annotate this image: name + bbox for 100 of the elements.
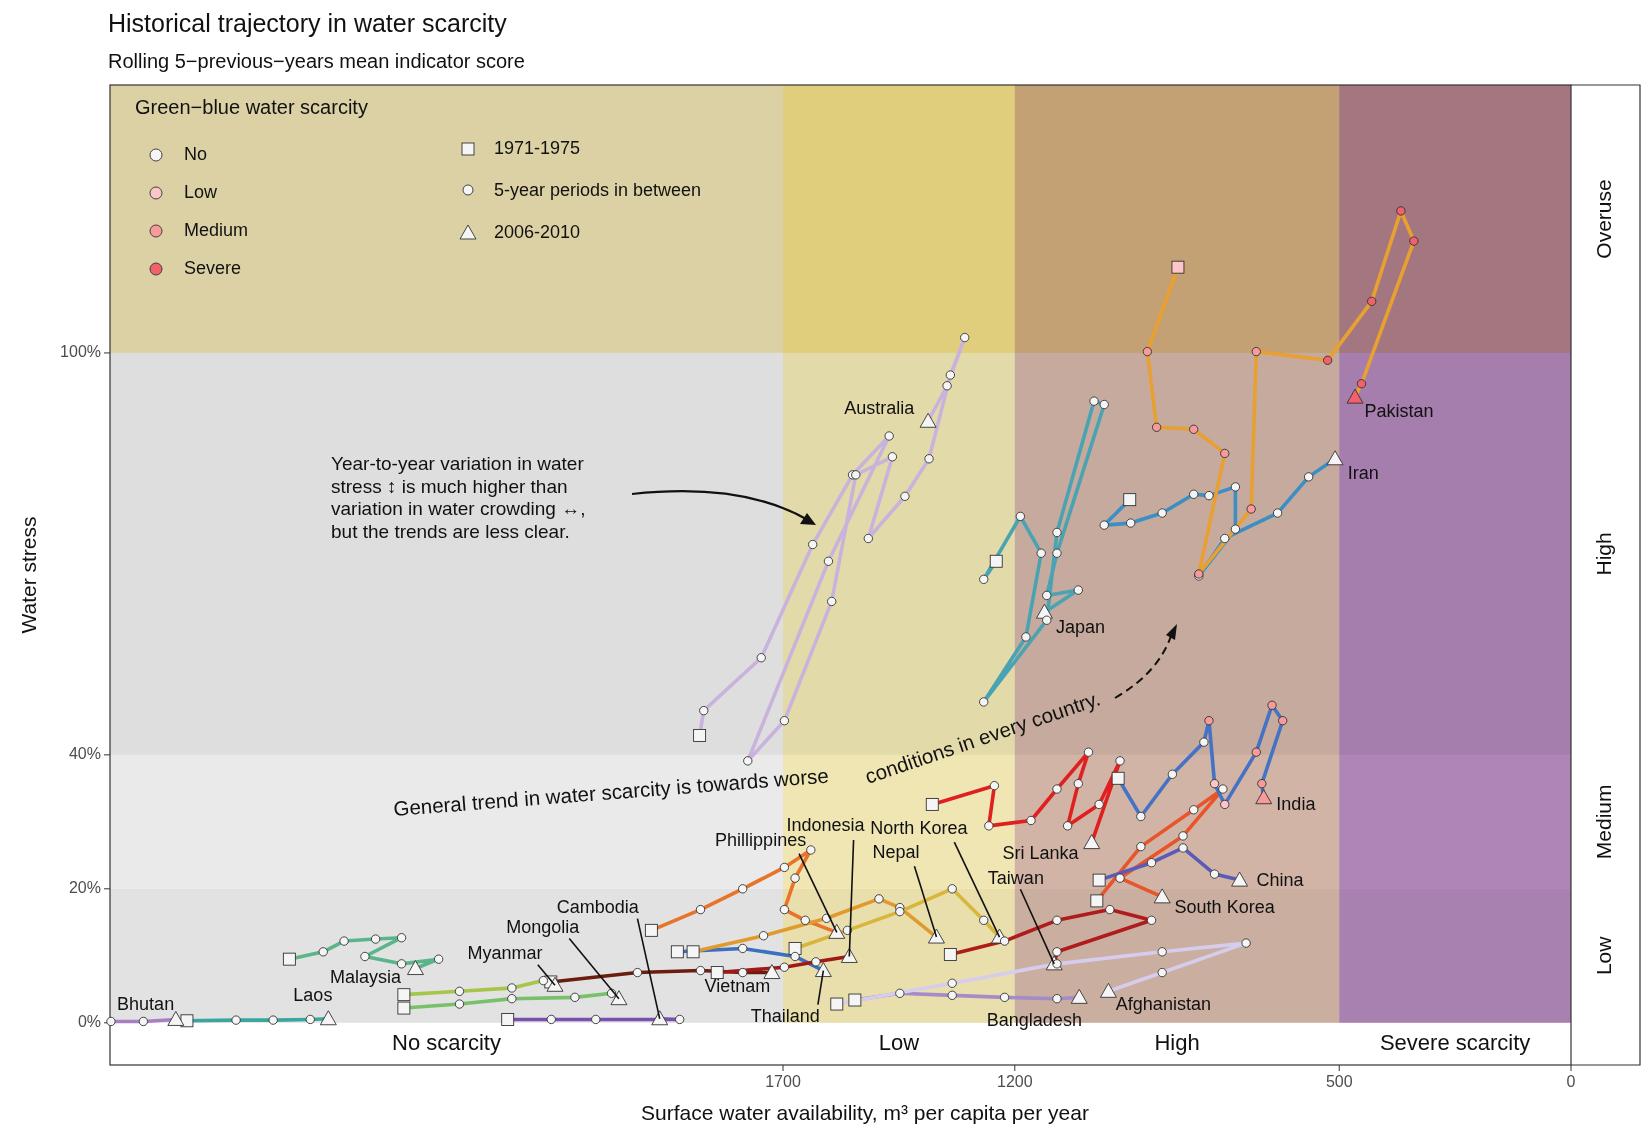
y-axis-title: Water stress xyxy=(17,516,40,634)
point xyxy=(1251,747,1261,757)
y-tick-label: 40% xyxy=(68,745,101,763)
series-label: Sri Lanka xyxy=(1002,843,1080,864)
text: Nepal xyxy=(872,842,920,863)
y-tick-label: 0% xyxy=(77,1013,101,1031)
point xyxy=(501,1013,515,1026)
point xyxy=(1123,493,1137,507)
point xyxy=(686,945,700,959)
point xyxy=(397,988,411,1002)
point xyxy=(1396,206,1406,216)
point xyxy=(319,1010,337,1026)
point xyxy=(919,412,937,428)
annotation: 5-year periods in between xyxy=(494,179,702,200)
point xyxy=(282,952,296,966)
point xyxy=(180,1014,194,1028)
point xyxy=(610,990,628,1006)
point xyxy=(1083,834,1101,850)
point xyxy=(1246,504,1256,514)
legend-label: 1971-1975 xyxy=(494,137,581,158)
point xyxy=(1153,888,1171,904)
series-label: Bhutan xyxy=(117,994,175,1015)
point xyxy=(1257,779,1267,789)
band-label: No scarcity xyxy=(392,1029,501,1055)
point xyxy=(167,1011,185,1026)
series-label: India xyxy=(1276,794,1317,815)
series-label: Myanmar xyxy=(467,943,543,964)
series-label: Iran xyxy=(1347,462,1379,483)
point xyxy=(644,923,658,937)
band-label: Low xyxy=(1592,935,1616,976)
point xyxy=(828,923,846,939)
band-label: Overuse xyxy=(1592,179,1616,259)
series-label: China xyxy=(1256,869,1305,890)
point xyxy=(1220,448,1230,459)
point xyxy=(1409,236,1419,246)
point xyxy=(943,948,957,961)
band-label: Low xyxy=(878,1029,920,1055)
point xyxy=(814,962,832,977)
series-label: Bangladesh xyxy=(986,1010,1082,1031)
series-label: Laos xyxy=(293,985,333,1006)
point xyxy=(1367,296,1377,307)
series-label: Taiwan xyxy=(987,867,1044,888)
point xyxy=(710,966,724,980)
point xyxy=(1356,379,1367,389)
point xyxy=(925,797,939,811)
text: Cambodia xyxy=(556,896,640,917)
band-label: Severe scarcity xyxy=(1379,1029,1531,1055)
band-label: High xyxy=(1154,1029,1200,1055)
legend-label: Severe xyxy=(184,257,242,278)
legend-label: No xyxy=(184,143,208,164)
point xyxy=(693,728,707,742)
series-label: Japan xyxy=(1056,616,1106,637)
y-tick-label: 20% xyxy=(68,879,101,897)
y-tick-label: 100% xyxy=(60,343,101,361)
point xyxy=(1323,355,1333,365)
point xyxy=(670,945,684,959)
band-label: Medium xyxy=(1592,784,1616,860)
text: Mongolia xyxy=(506,916,581,937)
text: North Korea xyxy=(870,818,969,839)
point xyxy=(1090,894,1104,908)
point xyxy=(407,960,424,975)
series-label: Australia xyxy=(844,397,916,418)
text: Indonesia xyxy=(786,815,866,836)
point xyxy=(1189,424,1199,434)
series-label: South Korea xyxy=(1174,896,1276,917)
chart-subtitle: Rolling 5−previous−years mean indicator score xyxy=(108,50,525,72)
annotation: Year-to-year variation in water stress ↕ is much higher than variation in water crowding ↔, but the trends are less clear. xyxy=(331,453,586,542)
point xyxy=(1111,771,1125,785)
point xyxy=(1036,603,1053,619)
point xyxy=(848,993,862,1007)
point xyxy=(830,997,844,1011)
point xyxy=(1231,871,1249,887)
legend-label: 2006-2010 xyxy=(494,221,581,242)
point xyxy=(989,554,1003,568)
point xyxy=(1142,346,1152,357)
point xyxy=(928,928,945,944)
legend-title: Green−blue water scarcity xyxy=(135,96,368,118)
point xyxy=(1092,873,1106,887)
x-axis-title: Surface water availability, m³ per capita per year xyxy=(641,1101,1089,1124)
point xyxy=(1070,988,1088,1004)
x-tick-label: 1700 xyxy=(765,1073,801,1090)
x-tick-label: 500 xyxy=(1325,1073,1353,1090)
point xyxy=(1278,716,1288,726)
series-label: Malaysia xyxy=(330,967,403,988)
point xyxy=(788,942,802,955)
point xyxy=(1251,346,1261,357)
point xyxy=(1267,700,1277,710)
point xyxy=(763,964,781,980)
series-label: Pakistan xyxy=(1364,400,1434,421)
series-label: Thailand xyxy=(750,1005,820,1026)
point xyxy=(840,948,858,963)
point xyxy=(1209,779,1220,789)
series-label: Afghanistan xyxy=(1115,994,1211,1015)
point xyxy=(1326,450,1344,466)
band-label: High xyxy=(1592,532,1616,576)
point xyxy=(651,1010,669,1026)
legend-label: Medium xyxy=(184,219,249,240)
point xyxy=(546,976,564,992)
x-tick-label: 0 xyxy=(1566,1073,1576,1090)
point xyxy=(1151,422,1162,432)
